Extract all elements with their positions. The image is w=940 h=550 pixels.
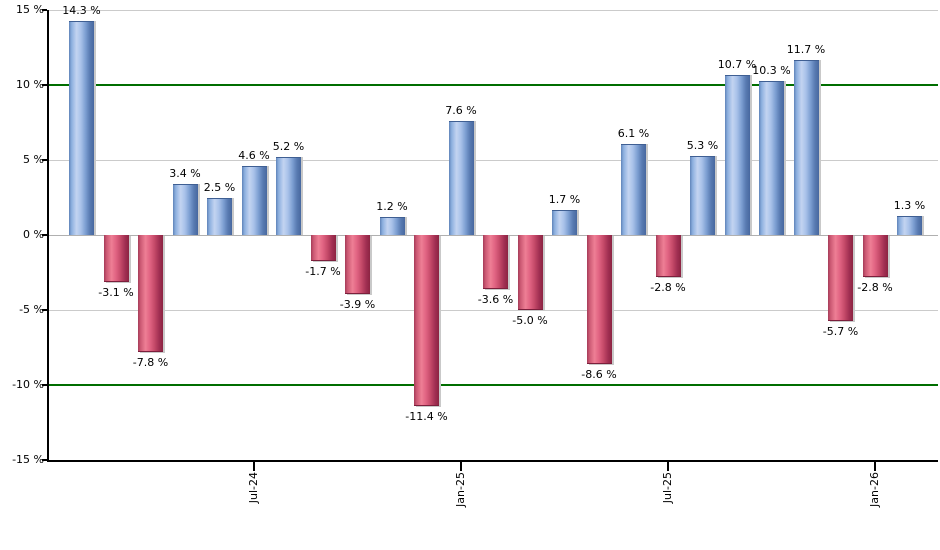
bar (414, 235, 439, 406)
y-axis-tick-label: 15 % (16, 3, 44, 16)
bar (828, 235, 853, 321)
bar (448, 121, 474, 235)
bar (103, 235, 129, 282)
bar (345, 235, 370, 294)
bar (621, 143, 646, 235)
bar (310, 235, 336, 261)
bar-value-label: 14.3 % (62, 3, 101, 17)
y-axis-tick (42, 384, 47, 386)
x-axis-tick-label-text: Jan-25 (454, 472, 467, 507)
bar (69, 20, 94, 235)
bar-value-label: 4.6 % (238, 149, 270, 162)
bar-value-label: -3.1 % (98, 285, 134, 299)
y-axis-tick (42, 159, 47, 161)
x-axis-tick-label: Jul-25 (661, 472, 675, 532)
bar (379, 217, 405, 235)
bar-value-label: 7.6 % (445, 104, 477, 117)
bar-value-label: 1.2 % (376, 200, 408, 213)
bar-value-label: -2.8 % (857, 281, 893, 294)
y-axis-tick (42, 9, 47, 11)
bar (586, 235, 612, 364)
bar-value-label: 3.4 % (169, 167, 201, 180)
bar (655, 235, 681, 277)
bar-value-label: -1.7 % (305, 264, 341, 278)
bar (172, 184, 198, 235)
bar-value-label: -3.9 % (339, 297, 376, 311)
x-axis-tick (460, 462, 462, 471)
bar (483, 235, 508, 289)
bar-value-label: 6.1 % (617, 126, 650, 140)
bar-value-label: 10.7 % (717, 57, 757, 71)
bar-value-label: 11.7 % (786, 42, 826, 56)
x-axis-tick (253, 462, 255, 471)
gridline (48, 309, 938, 311)
bar (897, 215, 922, 235)
bar (862, 235, 888, 277)
y-axis-tick (42, 234, 47, 236)
x-axis-tick (874, 462, 876, 471)
x-axis-tick-label: Jan-26 (868, 472, 882, 532)
x-axis-tick-label: Jan-25 (454, 472, 468, 532)
x-axis-tick-label-text: Jul-25 (661, 472, 674, 504)
bar-value-label: -3.6 % (477, 293, 514, 306)
bar (552, 209, 577, 235)
x-axis-tick-label-text: Jul-24 (247, 472, 260, 504)
reference-line (48, 84, 938, 86)
bar (138, 235, 163, 352)
bar-value-label: -8.6 % (581, 368, 617, 381)
gridline (48, 9, 938, 11)
bar-value-label: 5.3 % (686, 138, 719, 152)
bar (207, 197, 232, 235)
bar (690, 155, 715, 235)
x-axis-tick (667, 462, 669, 471)
bar-value-label: 1.7 % (548, 192, 581, 206)
bar-value-label: -5.7 % (822, 324, 859, 338)
x-axis-tick-label-text: Jan-26 (868, 472, 881, 507)
bar-value-label: -11.4 % (405, 410, 448, 423)
y-axis-tick-label: 5 % (23, 153, 44, 166)
y-axis-tick-label: 10 % (16, 78, 44, 91)
y-axis-tick-label: -10 % (12, 378, 44, 391)
bar (517, 235, 543, 310)
bar-value-label: 1.3 % (893, 198, 926, 212)
x-axis-tick-label: Jul-24 (247, 472, 261, 532)
y-axis-tick (42, 309, 47, 311)
y-axis-tick-label: -5 % (19, 303, 44, 316)
y-axis-line (47, 10, 49, 462)
y-axis-tick (42, 459, 47, 461)
bar (793, 59, 819, 235)
bar-value-label: -7.8 % (132, 356, 169, 369)
bar-value-label: 2.5 % (203, 180, 236, 194)
bar (276, 157, 301, 235)
y-axis-tick (42, 84, 47, 86)
bar (759, 80, 784, 235)
bar (241, 166, 267, 235)
bar-value-label: -2.8 % (650, 281, 686, 294)
x-axis-line (47, 460, 938, 462)
reference-line (48, 384, 938, 386)
gridline (48, 159, 938, 161)
bar (724, 74, 750, 235)
bar-value-label: -5.0 % (512, 314, 548, 327)
y-axis-tick-label: -15 % (12, 453, 44, 466)
bar-value-label: 5.2 % (272, 140, 305, 153)
y-axis-tick-label: 0 % (23, 228, 44, 241)
bar-value-label: 10.3 % (752, 63, 791, 77)
